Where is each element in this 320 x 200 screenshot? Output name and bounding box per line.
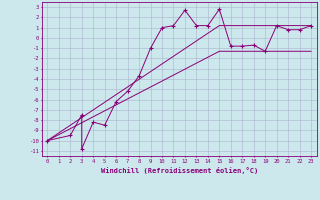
X-axis label: Windchill (Refroidissement éolien,°C): Windchill (Refroidissement éolien,°C): [100, 167, 258, 174]
